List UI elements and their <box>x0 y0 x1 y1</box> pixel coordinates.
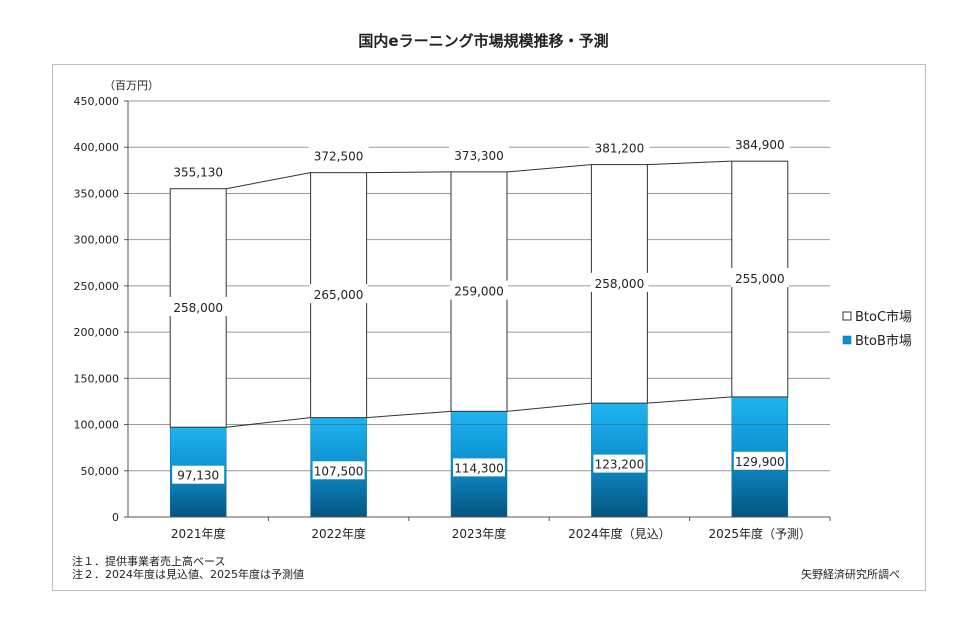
total-label: 373,300 <box>454 149 504 163</box>
total-label: 381,200 <box>595 142 645 156</box>
chart-frame <box>52 64 926 591</box>
data-label-box <box>309 284 368 304</box>
data-label-btob: 97,130 <box>177 469 219 483</box>
footnote-1: 注１．提供事業者売上高ベース <box>72 555 226 568</box>
total-label-box <box>729 134 790 154</box>
data-label-btoc: 258,000 <box>595 277 645 291</box>
data-label-btoc: 258,000 <box>173 301 223 315</box>
data-label-box <box>593 454 646 473</box>
y-tick-label: 300,000 <box>74 234 120 247</box>
data-label-box <box>450 280 508 300</box>
data-label-btob: 114,300 <box>454 461 504 475</box>
x-tick-label: 2022年度 <box>311 526 366 541</box>
series-line-total <box>506 164 592 173</box>
y-tick-label: 50,000 <box>81 465 120 478</box>
total-label-box <box>168 161 229 181</box>
x-tick-label: 2023年度 <box>452 526 507 541</box>
y-tick-label: 150,000 <box>74 372 120 385</box>
series-line-total <box>366 171 452 174</box>
y-tick-label: 400,000 <box>74 141 120 154</box>
chart-title: 国内eラーニング市場規模推移・予測 <box>358 32 609 50</box>
legend-swatch-btob <box>842 335 852 345</box>
data-label-btoc: 255,000 <box>735 272 785 286</box>
series-line-total <box>226 172 311 190</box>
data-labels: 97,130 258,000 355,130 107,500 265,000 372,50… <box>168 134 790 484</box>
data-label-btob: 123,200 <box>595 458 645 472</box>
x-tick-label: 2024年度（見込） <box>568 526 671 541</box>
footnote-2: 注２．2024年度は見込値、2025年度は予測値 <box>72 568 304 581</box>
data-label-box <box>312 461 365 480</box>
total-label-box <box>449 144 509 164</box>
x-tick-label: 2021年度 <box>171 526 226 541</box>
data-label-box <box>172 465 225 484</box>
series-line-btob <box>366 410 452 419</box>
data-label-btob: 107,500 <box>314 464 364 478</box>
y-tick-label: 0 <box>112 511 119 524</box>
axes: （百万円） 0 50,000 100,000 150,000 200,000 250,00… <box>74 79 831 541</box>
y-tick-label: 250,000 <box>74 280 120 293</box>
total-label-box <box>589 137 650 157</box>
total-label: 355,130 <box>173 166 223 180</box>
data-label-box <box>453 458 505 477</box>
x-tick-label: 2025年度（予測） <box>709 526 812 541</box>
total-label: 384,900 <box>735 138 785 152</box>
y-tick-label: 200,000 <box>74 326 120 339</box>
data-label-box <box>590 272 649 292</box>
y-axis-unit-label: （百万円） <box>104 79 159 92</box>
data-label-btoc: 259,000 <box>454 285 504 299</box>
series-lines <box>226 160 732 428</box>
legend: BtoC市場 BtoB市場 <box>842 309 912 349</box>
source-credit: 矢野経済研究所調べ <box>801 568 900 581</box>
data-label-box <box>730 268 789 288</box>
data-label-box <box>733 451 786 470</box>
total-label: 372,500 <box>314 150 364 164</box>
data-label-box <box>169 296 228 316</box>
y-tick-label: 100,000 <box>74 419 120 432</box>
legend-label: BtoC市場 <box>855 309 912 325</box>
legend-label: BtoB市場 <box>855 333 912 349</box>
series-line-btob <box>226 417 311 428</box>
series-line-total <box>647 160 732 166</box>
data-label-btoc: 265,000 <box>314 288 364 302</box>
total-label-box <box>308 145 369 165</box>
legend-swatch-btoc <box>842 311 852 321</box>
y-tick-label: 350,000 <box>74 187 120 200</box>
y-tick-label: 450,000 <box>74 95 120 108</box>
series-line-btob <box>506 402 592 412</box>
series-line-btob <box>647 396 732 404</box>
data-label-btob: 129,900 <box>735 455 785 469</box>
